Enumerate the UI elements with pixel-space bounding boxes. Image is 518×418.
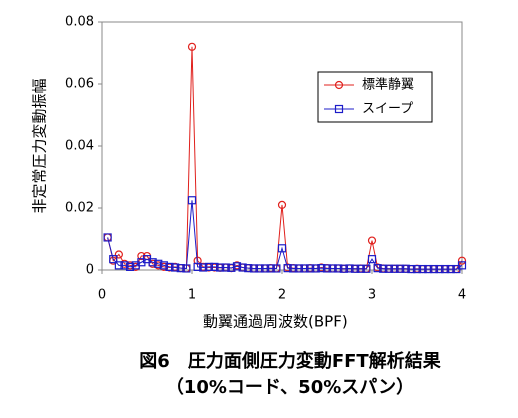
marker xyxy=(171,263,180,272)
marker xyxy=(283,264,292,273)
marker xyxy=(159,261,168,270)
marker xyxy=(362,264,371,273)
x-tick-label: 4 xyxy=(458,288,466,303)
marker xyxy=(176,264,185,273)
y-tick-label: 0.02 xyxy=(65,201,94,216)
x-tick-label: 3 xyxy=(368,288,376,303)
marker xyxy=(165,262,174,271)
series-line xyxy=(107,200,463,270)
marker xyxy=(148,258,157,267)
marker xyxy=(306,264,315,273)
marker xyxy=(351,264,360,273)
chart-subtitle: （10%コード、50%スパン） xyxy=(166,377,414,398)
marker xyxy=(266,264,275,273)
marker xyxy=(373,264,382,273)
marker xyxy=(424,264,433,274)
marker xyxy=(345,264,354,273)
marker xyxy=(418,264,427,274)
y-tick-label: 0.08 xyxy=(65,15,94,30)
marker xyxy=(182,264,191,273)
legend-marker xyxy=(334,80,344,90)
marker xyxy=(255,264,264,273)
marker xyxy=(238,263,247,272)
marker xyxy=(210,262,219,271)
marker xyxy=(379,264,388,273)
marker xyxy=(294,264,303,273)
legend-box xyxy=(317,71,433,123)
marker xyxy=(339,264,348,273)
marker xyxy=(367,255,377,264)
marker xyxy=(154,259,163,268)
marker xyxy=(384,264,393,273)
marker xyxy=(277,200,287,209)
marker xyxy=(232,262,242,271)
legend-label: スイープ xyxy=(362,102,413,117)
marker xyxy=(289,264,298,273)
x-axis-label: 動翼通過周波数(BPF) xyxy=(203,313,348,331)
marker xyxy=(396,264,405,273)
marker xyxy=(328,264,337,273)
marker xyxy=(356,264,365,273)
legend-label: 標準静翼 xyxy=(362,77,414,93)
marker xyxy=(120,261,129,270)
marker xyxy=(441,264,450,274)
marker xyxy=(249,264,258,273)
marker xyxy=(216,263,225,272)
x-tick-label: 0 xyxy=(98,288,106,303)
marker xyxy=(199,263,208,272)
marker xyxy=(300,264,309,273)
marker xyxy=(446,264,455,274)
marker xyxy=(261,264,270,273)
marker xyxy=(322,264,332,273)
plot-frame xyxy=(101,21,463,271)
y-axis-label: 非定常圧力変動振幅 xyxy=(31,78,49,213)
marker xyxy=(390,264,399,273)
marker xyxy=(429,264,438,274)
marker xyxy=(114,250,123,259)
marker xyxy=(244,264,253,273)
marker xyxy=(311,264,320,273)
marker xyxy=(187,196,197,205)
marker xyxy=(435,264,444,274)
marker xyxy=(114,261,123,270)
y-tick-label: 0.04 xyxy=(65,139,94,154)
marker xyxy=(457,261,467,270)
marker xyxy=(126,262,135,271)
marker xyxy=(277,244,287,253)
legend-marker xyxy=(334,104,344,114)
marker xyxy=(221,263,230,272)
marker xyxy=(193,262,202,271)
marker xyxy=(103,233,112,242)
marker xyxy=(317,264,326,273)
x-tick-label: 1 xyxy=(188,288,196,303)
y-tick-label: 0.06 xyxy=(65,77,94,92)
marker xyxy=(227,263,236,272)
marker xyxy=(457,256,467,265)
marker xyxy=(187,42,197,51)
chart-title: 図6 圧力面側圧力変動FFT解析結果 xyxy=(139,350,441,372)
y-tick-label: 0 xyxy=(86,263,94,278)
x-tick-label: 2 xyxy=(278,288,286,303)
marker xyxy=(272,264,281,273)
marker xyxy=(334,264,343,273)
marker xyxy=(412,264,422,274)
marker xyxy=(407,264,416,274)
marker xyxy=(367,236,377,245)
marker xyxy=(109,255,118,264)
marker xyxy=(401,264,410,273)
marker xyxy=(204,262,213,271)
